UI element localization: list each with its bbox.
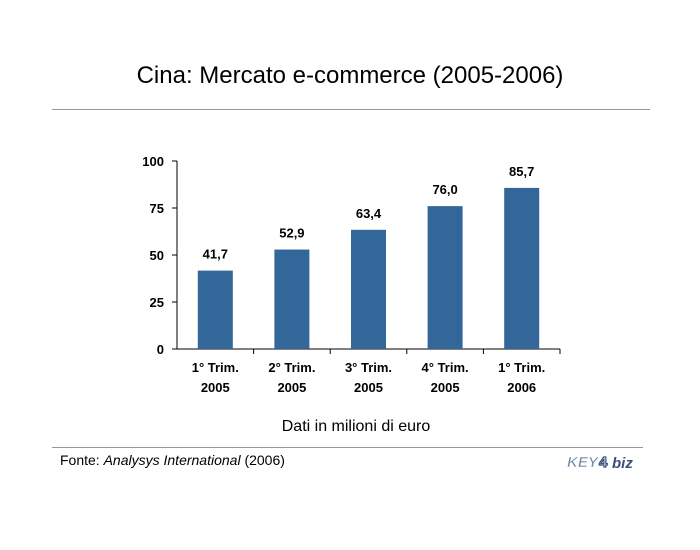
y-tick-label: 75: [150, 201, 164, 216]
category-label: 2° Trim.: [268, 360, 315, 375]
bar: [197, 270, 233, 349]
category-label: 4° Trim.: [422, 360, 469, 375]
bar: [427, 206, 463, 349]
data-label: 76,0: [432, 182, 457, 197]
logo-biz-text: biz: [612, 455, 633, 472]
logo-key-text: KEY: [567, 454, 600, 471]
bar: [274, 249, 310, 349]
bar: [351, 229, 386, 349]
y-tick-label: 0: [157, 342, 164, 357]
y-tick-label: 100: [142, 154, 164, 169]
data-label: 85,7: [509, 164, 534, 179]
y-tick-label: 50: [150, 248, 164, 263]
source-prefix: Fonte:: [60, 452, 104, 468]
category-label: 2005: [277, 380, 306, 395]
category-label: 2005: [354, 380, 383, 395]
bar: [504, 187, 540, 349]
chart-note: Dati in milioni di euro: [281, 418, 431, 435]
chart-title: Cina: Mercato e-commerce (2005-2006): [136, 62, 564, 89]
source-note: Fonte: Analysys International (2006): [60, 452, 285, 468]
title-divider: [52, 109, 650, 110]
footer-divider: [52, 447, 643, 448]
data-label: 63,4: [356, 206, 382, 221]
category-label: 2005: [201, 380, 230, 395]
data-label: 41,7: [203, 247, 228, 262]
key4biz-logo: KEY 4 biz: [567, 453, 634, 472]
category-label: 1° Trim.: [192, 360, 239, 375]
category-label: 2006: [507, 380, 536, 395]
category-label: 1° Trim.: [498, 360, 545, 375]
category-label: 3° Trim.: [345, 360, 392, 375]
category-label: 2005: [431, 380, 460, 395]
source-suffix: (2006): [240, 452, 285, 468]
source-name: Analysys International: [103, 452, 241, 468]
data-label: 52,9: [279, 226, 304, 241]
logo-num-text: 4: [599, 454, 608, 471]
y-tick-label: 25: [150, 295, 164, 310]
